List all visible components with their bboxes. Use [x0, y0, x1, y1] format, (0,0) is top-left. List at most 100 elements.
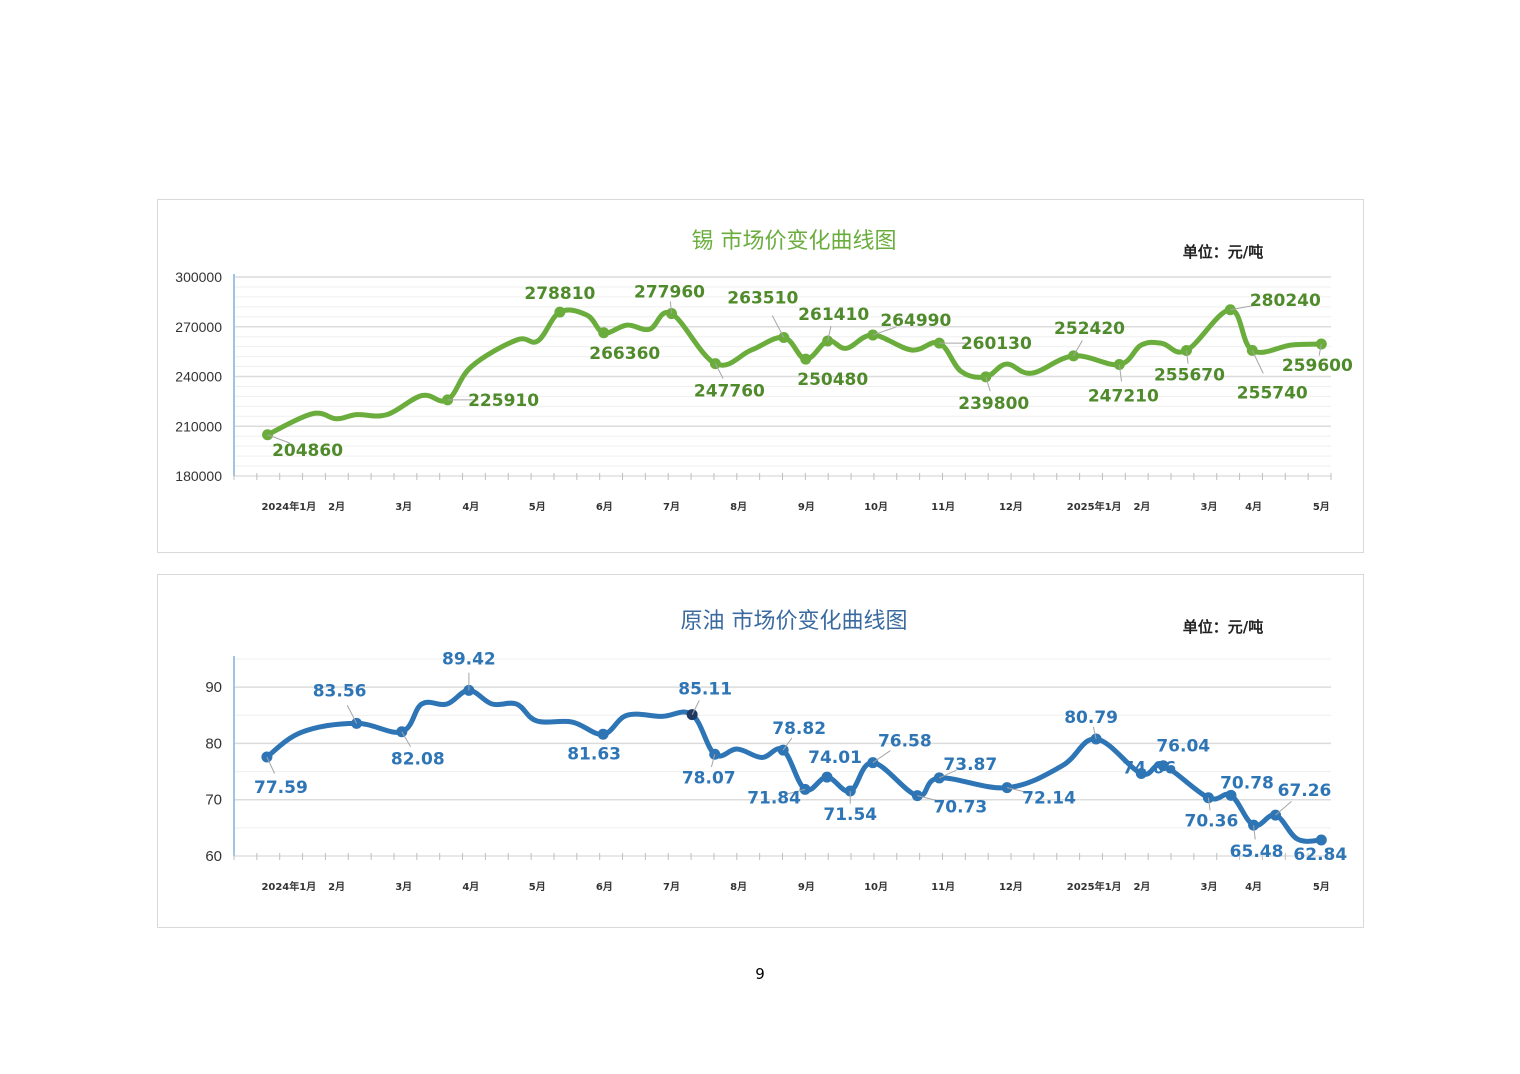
- data-point: [1225, 789, 1237, 801]
- label-leader-line: [1092, 726, 1097, 740]
- data-label: 255670: [1154, 366, 1225, 386]
- label-leader-line: [1185, 350, 1189, 364]
- x-tick-label: 5月: [529, 501, 546, 513]
- data-point: [800, 353, 812, 365]
- x-tick-label: 7月: [663, 501, 680, 513]
- data-label: 71.54: [823, 805, 877, 825]
- data-point: [598, 327, 610, 339]
- tin-price-chart: 180000 210000 240000 270000 300000 2024年1月 2月 3…: [175, 229, 1353, 513]
- data-label: 78.07: [682, 768, 736, 788]
- y-tick-label: 90: [205, 679, 222, 696]
- data-label: 260130: [961, 334, 1032, 354]
- data-label: 255740: [1237, 383, 1308, 403]
- data-label: 89.42: [442, 649, 496, 669]
- data-point: [777, 744, 789, 756]
- data-label: 72.14: [1022, 789, 1076, 809]
- data-point: [911, 790, 923, 802]
- data-label: 278810: [524, 284, 595, 304]
- x-tick-label: 3月: [395, 881, 412, 893]
- y-tick-label: 60: [205, 848, 222, 865]
- data-point: [1068, 350, 1080, 362]
- x-tick-label: 11月: [931, 501, 955, 513]
- data-label: 78.82: [772, 719, 826, 739]
- tin-price-chart-card: 180000 210000 240000 270000 300000 2024年1月 2月 3…: [157, 199, 1364, 553]
- label-leader-line: [1073, 340, 1083, 357]
- x-tick-label: 5月: [1313, 881, 1330, 893]
- x-tick-label: 2025年1月: [1067, 880, 1122, 893]
- x-tick-label: 9月: [798, 501, 815, 513]
- data-label: 80.79: [1064, 708, 1118, 728]
- label-leader-line: [267, 434, 290, 444]
- data-label: 74.01: [808, 748, 862, 768]
- y-tick-label: 70: [205, 792, 222, 809]
- data-point: [1224, 304, 1236, 316]
- label-leader-line: [872, 326, 897, 336]
- data-point: [821, 771, 833, 783]
- x-tick-label: 2月: [1133, 501, 1150, 513]
- label-leader-line: [1318, 343, 1322, 356]
- label-leader-line: [266, 756, 276, 774]
- x-tick-label: 6月: [596, 881, 613, 893]
- data-label: 70.78: [1220, 773, 1274, 793]
- data-point: [666, 308, 678, 320]
- label-leader-line: [710, 754, 716, 768]
- x-tick-label: 3月: [1201, 881, 1218, 893]
- data-point: [597, 728, 609, 740]
- x-tick-label: 4月: [462, 881, 479, 893]
- label-leader-line: [1251, 350, 1264, 374]
- x-tick-label: 2月: [328, 501, 345, 513]
- x-tick-label: 4月: [1245, 501, 1262, 513]
- unit-label: 单位：元/吨: [1183, 243, 1263, 261]
- x-tick-label: 5月: [1313, 501, 1330, 513]
- label-leader-line: [691, 700, 700, 715]
- x-tick-label: 6月: [596, 501, 613, 513]
- label-leader-line: [985, 376, 991, 392]
- x-tick-label: 2024年1月: [261, 500, 316, 513]
- data-label: 225910: [468, 391, 539, 411]
- y-tick-label: 300000: [175, 269, 222, 285]
- y-tick-label: 80: [205, 735, 222, 752]
- label-leader-line: [771, 315, 785, 338]
- label-leader-line: [1006, 787, 1031, 794]
- data-point: [1135, 767, 1147, 779]
- data-label: 76.04: [1156, 737, 1210, 757]
- data-label: 263510: [727, 289, 798, 309]
- data-label: 67.26: [1278, 781, 1332, 801]
- label-leader-line: [872, 750, 891, 764]
- data-label: 70.36: [1185, 812, 1239, 832]
- data-label: 77.59: [254, 778, 308, 798]
- x-tick-label: 2024年1月: [261, 880, 316, 893]
- label-leader-line: [1275, 801, 1292, 816]
- label-leader-line: [346, 705, 358, 724]
- y-tick-label: 270000: [175, 319, 222, 335]
- data-label: 82.08: [391, 750, 445, 770]
- data-label: 261410: [798, 305, 869, 325]
- data-label: 62.84: [1293, 845, 1347, 865]
- label-leader-line: [714, 363, 724, 379]
- data-point: [554, 306, 566, 318]
- data-point: [1157, 760, 1169, 772]
- data-label: 76.58: [878, 732, 932, 752]
- data-label: 73.87: [943, 755, 997, 775]
- label-leader-line: [401, 731, 412, 747]
- label-leader-line: [787, 788, 806, 795]
- data-point: [1113, 359, 1125, 371]
- data-label: 81.63: [567, 744, 621, 764]
- label-leader-line: [917, 795, 942, 803]
- x-tick-label: 8月: [730, 501, 747, 513]
- y-tick-label: 180000: [175, 468, 222, 484]
- data-label: 85.11: [678, 680, 732, 700]
- label-leader-line: [939, 769, 957, 779]
- x-tick-label: 3月: [1201, 501, 1218, 513]
- label-leader-line: [782, 737, 793, 751]
- x-tick-label: 2月: [1133, 881, 1150, 893]
- data-label: 266360: [589, 344, 660, 364]
- x-tick-label: 3月: [395, 501, 412, 513]
- data-label: 65.48: [1230, 842, 1284, 862]
- crude-oil-price-chart-card: 60 70 80 90 2024年1月 2月 3月 4月 5月 6月 7月 8月 9月 10月 11月 12月…: [157, 574, 1364, 928]
- data-label: 74.66: [1122, 758, 1176, 778]
- label-leader-line: [1253, 825, 1256, 840]
- data-label: 71.84: [747, 788, 801, 808]
- chart-title: 锡 市场价变化曲线图: [692, 229, 897, 254]
- x-tick-label: 10月: [864, 881, 888, 893]
